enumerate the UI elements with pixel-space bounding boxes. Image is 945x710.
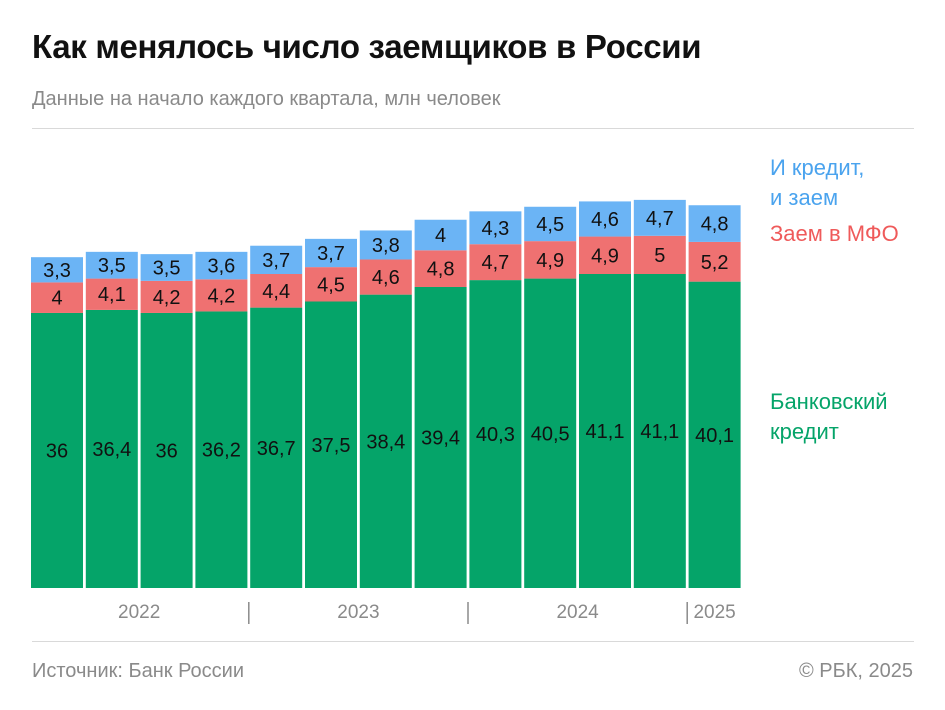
bar-both-4: [195, 251, 248, 280]
data-label-bank-10: 40,5: [531, 423, 570, 445]
bar-mfo-7: [359, 259, 412, 295]
bar-both-2: [85, 251, 138, 279]
data-label-both-4: 3,6: [207, 256, 235, 278]
bar-bank-7: [359, 294, 412, 588]
data-label-mfo-7: 4,6: [372, 267, 400, 289]
data-label-both-12: 4,7: [646, 208, 674, 230]
bar-both-7: [359, 230, 412, 260]
data-label-both-5: 3,7: [262, 250, 290, 272]
copyright-text: © РБК, 2025: [798, 660, 913, 682]
bar-mfo-2: [85, 278, 138, 310]
data-label-mfo-6: 4,5: [317, 274, 345, 296]
stacked-bar-chart: 36 4 3,3 36,4 4,1 3,5 36 4,2 3,5 36,2 4,2 3,6 36,7 4,…: [31, 199, 741, 624]
data-label-mfo-11: 4,9: [591, 245, 619, 267]
bar-mfo-1: [31, 282, 83, 313]
data-label-both-10: 4,5: [536, 214, 564, 236]
bar-bank-2: [85, 309, 138, 588]
bar-mfo-11: [579, 236, 631, 274]
legend-mfo: Заем в МФО: [770, 221, 899, 246]
legend-bank: Банковский кредит: [770, 389, 888, 444]
data-label-both-8: 4: [435, 225, 446, 247]
bar-mfo-5: [250, 273, 303, 308]
data-label-mfo-9: 4,7: [481, 252, 509, 274]
bar-mfo-13: [688, 241, 741, 282]
bar-bank-3: [140, 312, 193, 588]
bar-bank-12: [633, 273, 686, 588]
bar-both-8: [414, 219, 467, 251]
bar-mfo-9: [469, 244, 522, 281]
page-subtitle: Данные на начало каждого квартала, млн ч…: [32, 88, 501, 110]
data-label-bank-4: 36,2: [202, 440, 241, 462]
bar-both-10: [524, 206, 577, 242]
bar-mfo-12: [633, 235, 686, 274]
bar-mfo-8: [414, 250, 467, 287]
data-label-mfo-2: 4,1: [98, 284, 126, 306]
source-text: Источник: Банк России: [32, 660, 245, 682]
data-label-bank-1: 36: [46, 440, 68, 462]
bar-both-3: [140, 254, 193, 281]
bar-both-6: [305, 238, 357, 268]
bar-bank-10: [524, 278, 577, 588]
data-label-bank-3: 36: [155, 440, 177, 462]
data-label-mfo-13: 5,2: [701, 252, 729, 274]
data-label-both-1: 3,3: [43, 260, 71, 282]
bar-bank-13: [688, 281, 741, 588]
bar-bank-11: [579, 273, 631, 588]
data-label-mfo-4: 4,2: [207, 285, 235, 307]
data-label-mfo-3: 4,2: [153, 287, 181, 309]
bar-both-9: [469, 211, 522, 245]
bar-mfo-10: [524, 241, 577, 279]
data-label-both-7: 3,8: [372, 235, 400, 257]
data-label-bank-6: 37,5: [312, 435, 351, 457]
bar-both-12: [633, 199, 686, 236]
data-label-both-2: 3,5: [98, 255, 126, 277]
data-label-both-3: 3,5: [153, 258, 181, 280]
data-label-bank-9: 40,3: [476, 424, 515, 446]
legend-both: И кредит, и заем: [770, 155, 865, 210]
data-label-mfo-5: 4,4: [262, 281, 290, 303]
x-axis-year-2025: 2025: [693, 602, 735, 623]
bottom-divider: [32, 641, 914, 642]
data-label-both-6: 3,7: [317, 243, 345, 265]
data-label-bank-13: 40,1: [695, 425, 734, 447]
data-label-bank-2: 36,4: [92, 439, 131, 461]
data-label-mfo-8: 4,8: [427, 259, 455, 281]
data-label-mfo-12: 5: [654, 245, 665, 267]
data-label-both-9: 4,3: [481, 218, 509, 240]
bar-bank-4: [195, 311, 248, 588]
page-title: Как менялось число заемщиков в России: [32, 28, 702, 65]
bar-both-11: [579, 201, 631, 237]
bar-mfo-3: [140, 280, 193, 313]
data-label-bank-12: 41,1: [640, 421, 679, 443]
data-label-both-11: 4,6: [591, 209, 619, 231]
bar-mfo-6: [305, 267, 357, 302]
x-axis-year-2024: 2024: [556, 602, 599, 623]
bar-bank-6: [305, 301, 357, 588]
x-axis-year-2022: 2022: [118, 602, 160, 623]
bar-bank-8: [414, 286, 467, 588]
x-axis-year-2023: 2023: [337, 602, 379, 623]
data-label-bank-7: 38,4: [366, 431, 405, 453]
data-label-mfo-1: 4: [51, 288, 62, 310]
data-label-bank-5: 36,7: [257, 438, 296, 460]
bar-bank-1: [31, 312, 83, 588]
data-label-bank-8: 39,4: [421, 427, 460, 449]
bar-both-13: [688, 205, 741, 242]
top-divider: [32, 128, 914, 129]
data-label-both-13: 4,8: [701, 214, 729, 236]
bar-bank-9: [469, 280, 522, 588]
bar-both-1: [31, 257, 83, 283]
bar-bank-5: [250, 307, 303, 588]
bar-mfo-4: [195, 279, 248, 312]
data-label-mfo-10: 4,9: [536, 250, 564, 272]
bar-both-5: [250, 245, 303, 274]
data-label-bank-11: 41,1: [586, 421, 625, 443]
